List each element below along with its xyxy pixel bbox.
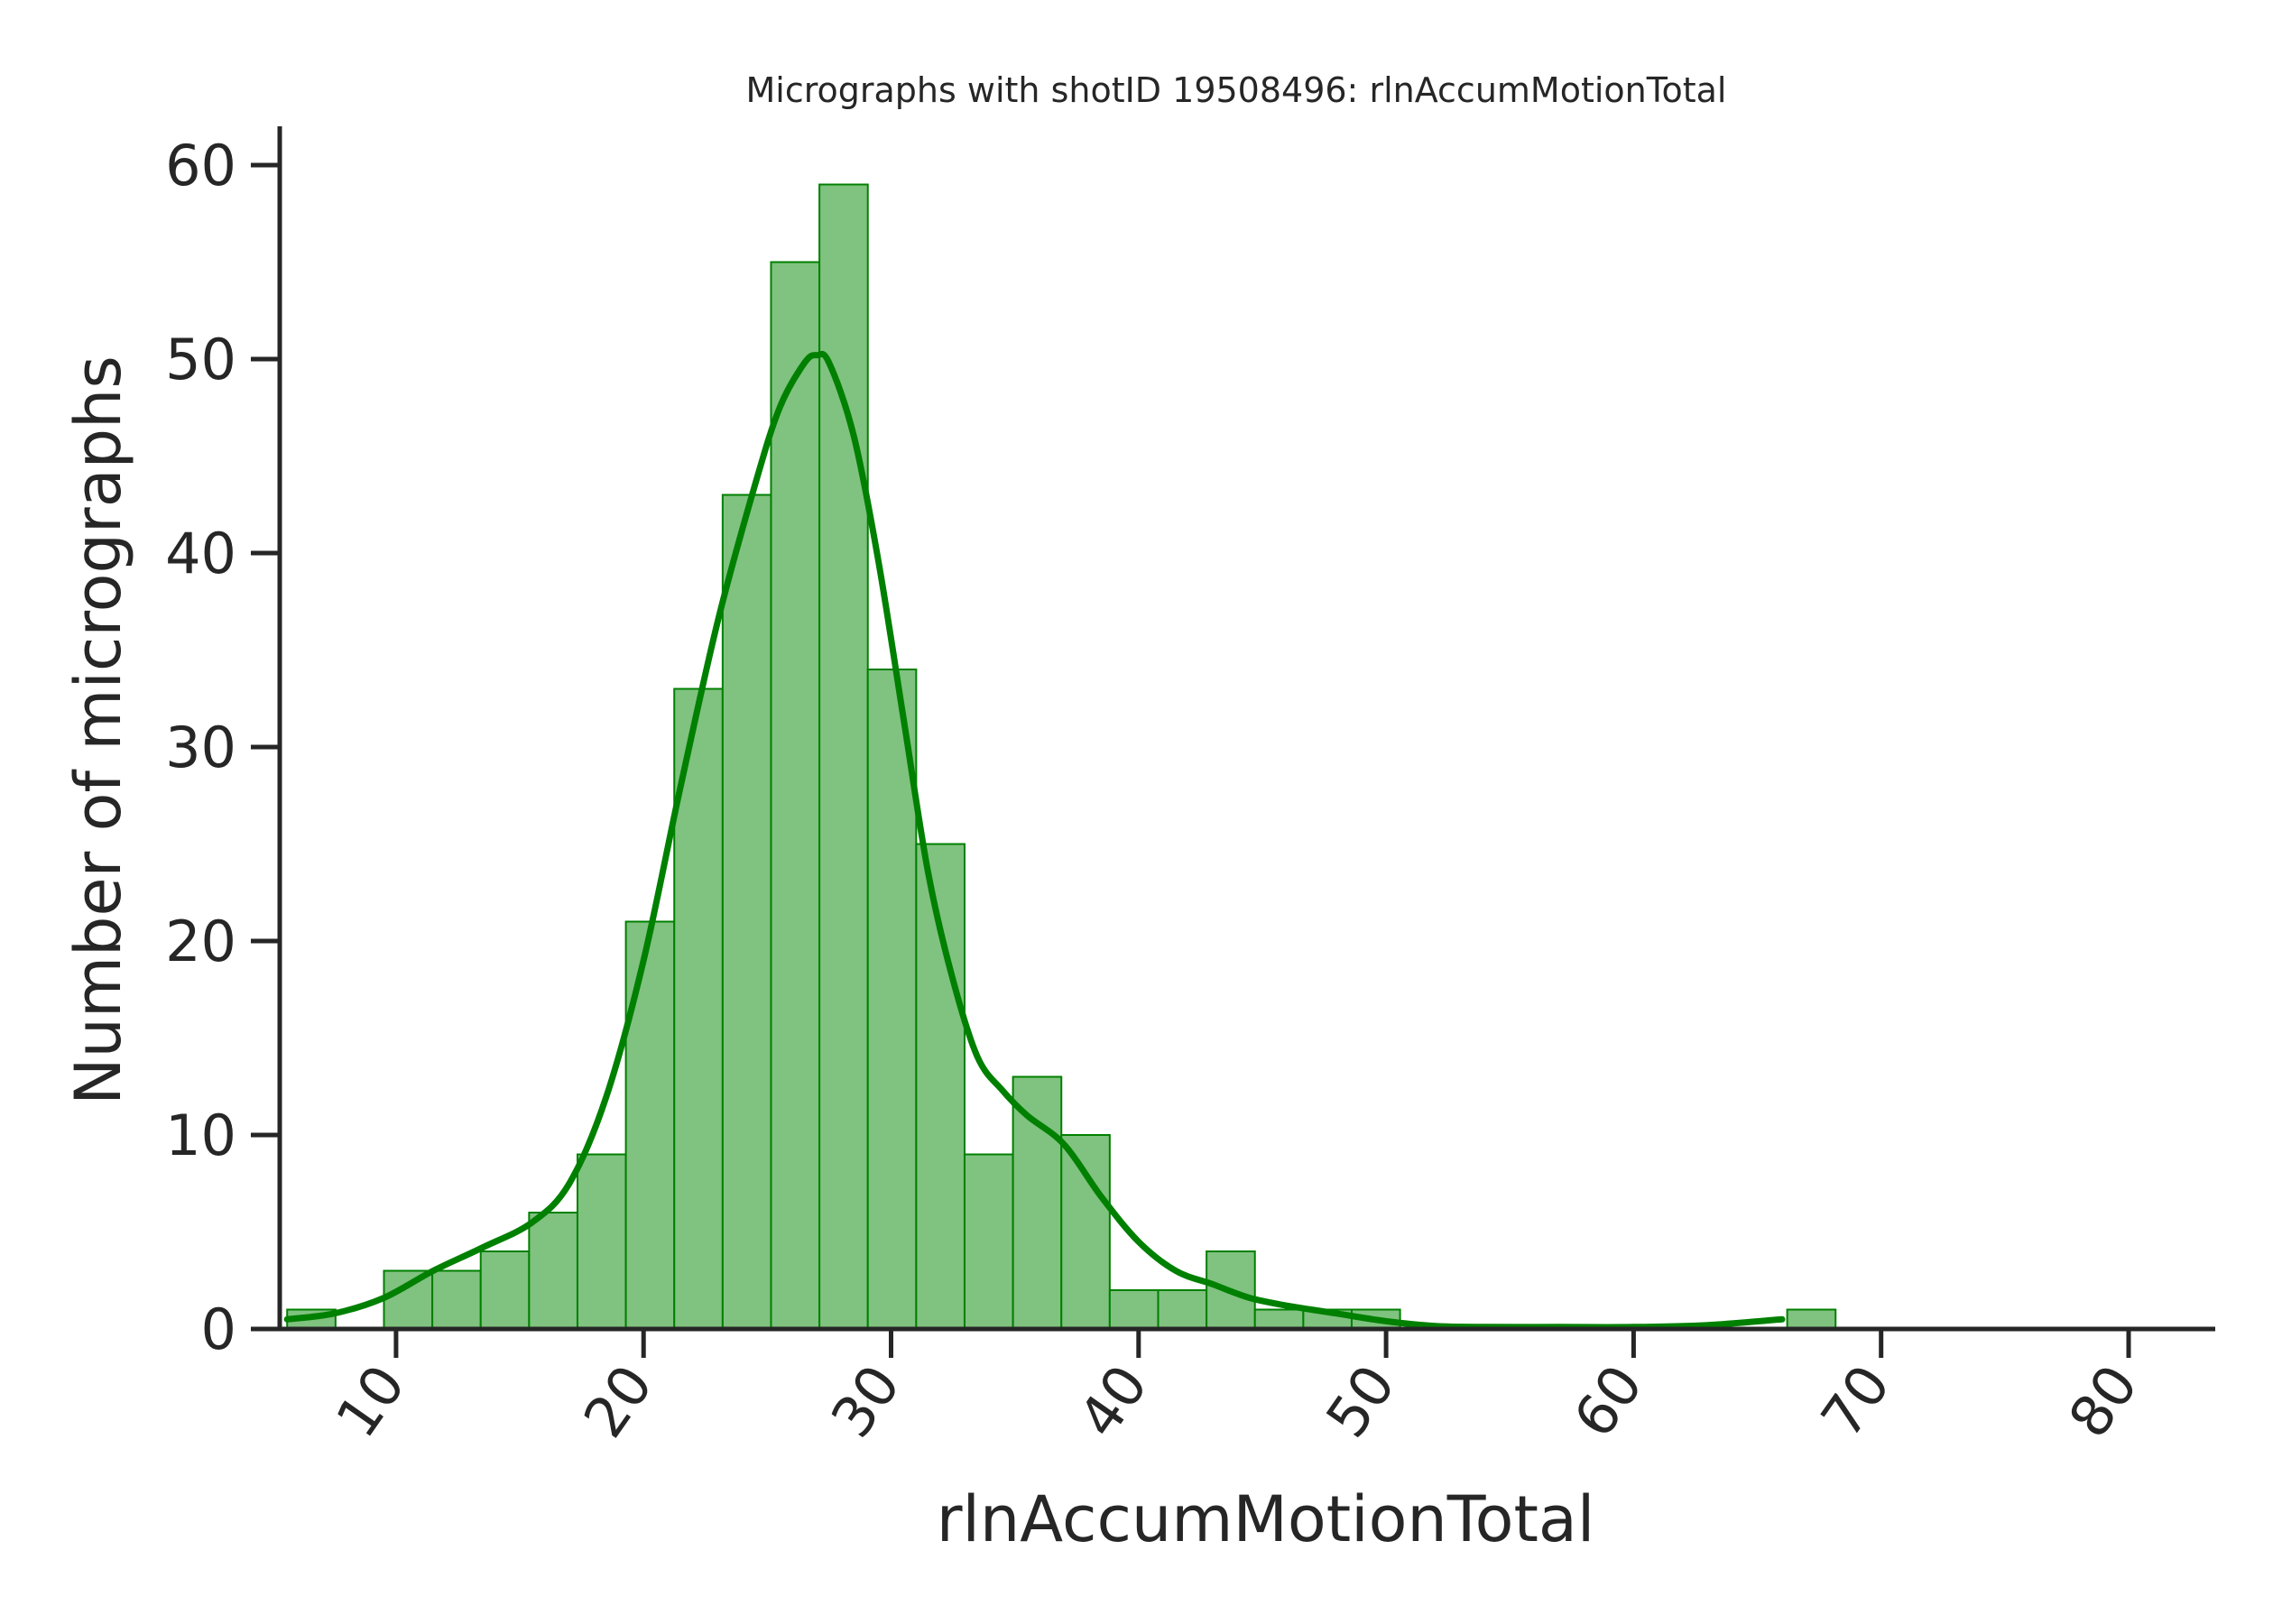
- x-tick-label: 50: [1313, 1353, 1408, 1450]
- histogram-bar: [1157, 1289, 1208, 1330]
- histogram-bar: [576, 1153, 627, 1330]
- histogram-bar: [818, 183, 869, 1330]
- y-tick-label: 60: [165, 133, 236, 198]
- y-tick-label: 40: [165, 521, 236, 586]
- x-tick-label: 40: [1066, 1353, 1160, 1450]
- histogram-bar: [770, 261, 821, 1330]
- histogram-bar: [1786, 1308, 1837, 1330]
- y-tick-label: 50: [165, 327, 236, 392]
- x-axis-ticks: 10 20 30 40 50 60 70 80: [323, 1329, 2150, 1449]
- x-tick-label: 60: [1561, 1353, 1656, 1450]
- histogram-bar: [866, 669, 918, 1330]
- histogram-bar: [963, 1153, 1014, 1330]
- y-axis-label: Number of micrographs: [61, 355, 135, 1105]
- histogram-bar: [528, 1212, 578, 1330]
- histogram-bar: [1253, 1308, 1305, 1330]
- x-tick-label: 10: [323, 1353, 418, 1450]
- histogram-bar: [383, 1269, 434, 1330]
- histogram-bar: [1108, 1289, 1160, 1330]
- chart-title: Micrographs with shotID 19508496: rlnAcc…: [745, 70, 1726, 110]
- y-axis-ticks: 0 10 20 30 40 50 60: [165, 133, 280, 1362]
- y-tick-label: 0: [201, 1296, 236, 1362]
- x-axis-label: rlnAccumMotionTotal: [937, 1482, 1595, 1556]
- x-tick-label: 30: [818, 1353, 913, 1450]
- histogram-bar: [1060, 1134, 1111, 1330]
- y-tick-label: 20: [165, 909, 236, 974]
- histogram-bar: [431, 1269, 482, 1330]
- y-tick-label: 30: [165, 715, 236, 780]
- histogram-bar: [673, 687, 724, 1330]
- y-tick-label: 10: [165, 1103, 236, 1168]
- kde-curve: [283, 350, 1786, 1331]
- histogram-bar: [721, 494, 772, 1330]
- histogram-bar: [1012, 1075, 1063, 1330]
- histogram-bars: [286, 183, 1837, 1330]
- x-tick-label: 20: [570, 1353, 665, 1450]
- x-tick-label: 80: [2056, 1353, 2150, 1450]
- x-tick-label: 70: [1808, 1353, 1903, 1450]
- histogram-bar: [624, 920, 676, 1330]
- histogram-bar: [479, 1250, 531, 1330]
